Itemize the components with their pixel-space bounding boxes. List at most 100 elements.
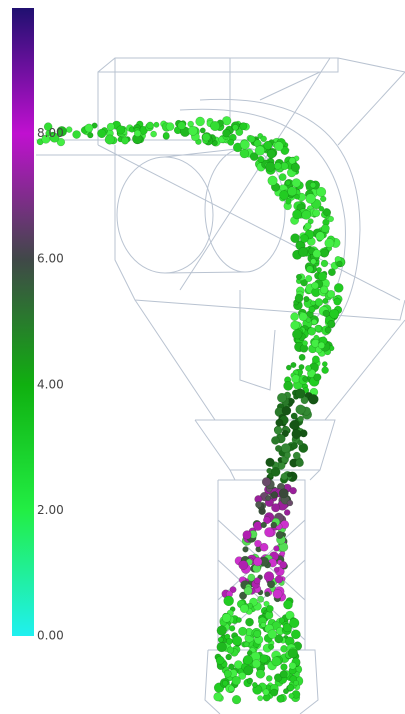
particle — [313, 209, 320, 216]
tick-label: 2.00 — [37, 503, 64, 517]
particle — [222, 680, 228, 686]
particle — [248, 136, 255, 143]
particle — [276, 419, 283, 426]
particle — [271, 467, 280, 476]
particle — [292, 210, 301, 219]
colorbar — [12, 8, 34, 636]
tick-label: 4.00 — [37, 377, 64, 391]
particle — [299, 354, 305, 360]
particle — [306, 266, 313, 273]
particle — [243, 655, 252, 664]
particle — [287, 472, 292, 477]
particle — [283, 600, 292, 609]
particle — [243, 531, 252, 540]
particle — [256, 669, 265, 678]
particle — [295, 294, 303, 302]
particle — [240, 123, 247, 130]
particle — [154, 122, 159, 127]
particles — [37, 116, 345, 704]
particle — [244, 666, 253, 675]
particle — [121, 137, 128, 144]
particle — [232, 695, 241, 704]
particle — [272, 657, 281, 666]
particle — [217, 626, 227, 636]
particle — [321, 260, 328, 267]
particle — [214, 693, 223, 702]
particle — [322, 367, 329, 374]
particle — [327, 290, 335, 298]
particle — [66, 127, 72, 133]
particle — [236, 617, 241, 622]
particle — [289, 398, 295, 404]
particle — [291, 234, 300, 243]
particle — [302, 210, 311, 219]
tick-label: 8.00 — [37, 126, 64, 140]
particle — [296, 459, 304, 467]
particle — [288, 648, 298, 658]
particle — [107, 123, 114, 130]
particle — [311, 319, 317, 325]
particle — [244, 587, 252, 595]
particle — [228, 139, 234, 145]
particle — [280, 561, 287, 568]
particle — [261, 136, 267, 142]
particle — [271, 522, 277, 528]
particle — [257, 596, 263, 602]
particle — [85, 124, 93, 132]
particle — [300, 234, 308, 242]
particle — [273, 589, 282, 598]
particle — [188, 126, 197, 135]
particle — [308, 327, 316, 335]
particle — [97, 129, 106, 138]
particle — [274, 426, 282, 434]
particle — [254, 540, 261, 547]
particle — [255, 146, 265, 156]
particle — [243, 547, 249, 553]
particle — [266, 605, 273, 612]
particle — [232, 124, 238, 130]
particle — [245, 618, 253, 626]
particle — [275, 445, 281, 451]
particle — [328, 216, 334, 222]
particle — [87, 132, 93, 138]
particle — [253, 557, 262, 566]
particle — [287, 500, 293, 506]
particle — [279, 489, 288, 498]
particle — [305, 223, 312, 230]
particle — [322, 361, 327, 366]
particle — [268, 644, 273, 649]
particle — [202, 133, 210, 141]
particle — [291, 313, 299, 321]
particle — [196, 117, 205, 126]
particle — [147, 122, 154, 129]
particle — [323, 310, 330, 317]
particle — [279, 618, 285, 624]
particle — [330, 309, 339, 318]
particle — [285, 180, 290, 185]
particle — [284, 509, 290, 515]
particle — [263, 689, 269, 695]
particle — [334, 298, 341, 305]
particle — [321, 224, 329, 232]
particle — [318, 272, 327, 281]
particle — [295, 194, 300, 199]
particle — [296, 274, 302, 280]
particle — [328, 269, 335, 276]
particle — [218, 637, 223, 642]
particle — [266, 458, 275, 467]
particle — [280, 671, 287, 678]
particle — [298, 247, 308, 257]
particle — [319, 206, 324, 211]
particle — [73, 130, 81, 138]
particle — [316, 187, 326, 197]
particle — [275, 576, 283, 584]
particle — [264, 572, 274, 582]
particle — [226, 638, 232, 644]
particle — [281, 645, 288, 652]
particle — [228, 664, 234, 670]
particle — [178, 122, 186, 130]
particle — [308, 394, 318, 404]
particle — [277, 393, 286, 402]
particle — [303, 377, 308, 382]
particle — [295, 389, 305, 399]
